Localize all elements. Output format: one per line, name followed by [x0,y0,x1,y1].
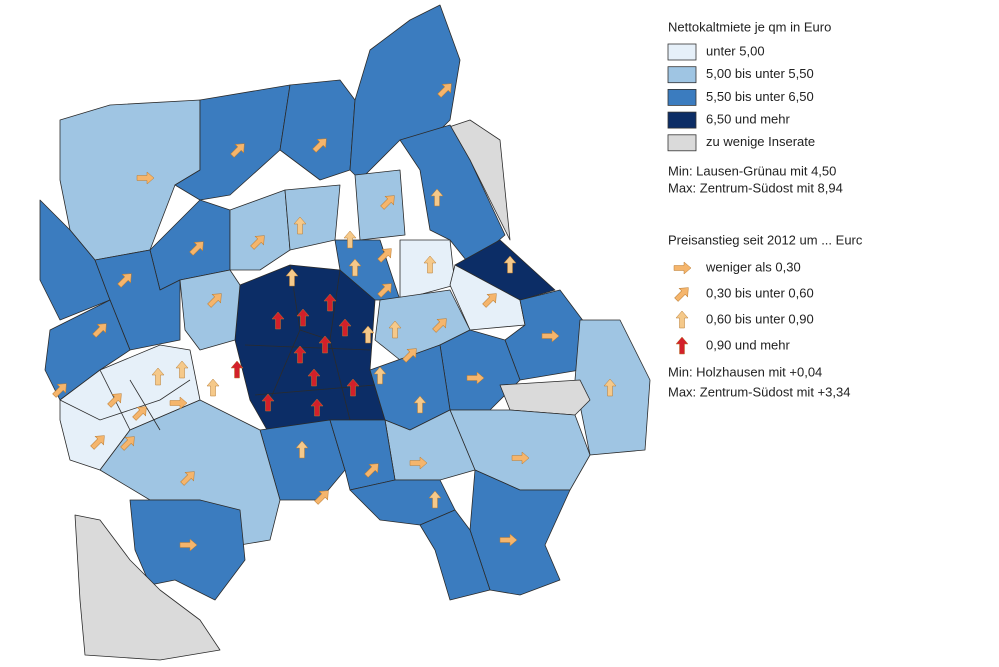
district [354,169,406,241]
legend-label: weniger als 0,30 [705,259,801,274]
district [284,184,341,251]
trend-arrow [169,396,188,410]
trend-arrow [230,360,244,379]
legend-label: 5,00 bis unter 5,50 [706,66,814,81]
legend-arrow [673,261,692,275]
district [279,79,356,181]
trend-arrow [430,188,444,207]
trend-arrow [250,235,265,250]
district [59,99,201,261]
trend-arrow [117,273,132,288]
legend-arrow [675,336,689,355]
trend-arrow [120,436,135,451]
trend-arrow [132,406,147,421]
trend-arrow [377,283,392,298]
trend-arrow [603,378,617,397]
trend-arrow [318,335,332,354]
trend-arrow [466,371,485,385]
trend-arrow [295,440,309,459]
legend-swatch [667,43,697,61]
district [129,499,246,601]
legend-title: Nettokaltmiete je qm in Euro [668,19,831,34]
trend-arrow [361,325,375,344]
district-border [129,379,161,431]
trend-arrow [136,171,155,185]
legend-label: unter 5,00 [706,43,765,58]
trend-arrow [541,329,560,343]
arrow-layer [52,83,617,552]
trend-arrow [180,471,195,486]
trend-arrow [310,398,324,417]
trend-arrow [307,368,321,387]
trend-arrow [312,138,327,153]
trend-arrow [373,366,387,385]
trend-arrow [261,393,275,412]
legend-swatch [667,66,697,84]
trend-arrow [346,378,360,397]
trend-arrow [293,216,307,235]
legend-arrow [674,287,689,302]
legend-swatch [667,111,697,129]
district-border [244,344,371,351]
trend-arrow [151,367,165,386]
trend-arrow [179,538,198,552]
district-border [59,379,191,421]
trend-arrow [189,241,204,256]
trend-arrow [175,360,189,379]
legend-min: Min: Holzhausen mit +0,04 [668,364,822,379]
trend-arrow [437,83,452,98]
district [499,379,591,416]
legend-max: Max: Zentrum-Südost mit +3,34 [668,384,850,399]
trend-arrow [388,320,402,339]
trend-arrow [338,318,352,337]
district [449,409,591,491]
legend-label: zu wenige Inserate [706,134,815,149]
trend-arrow [503,255,517,274]
trend-arrow [402,348,417,363]
trend-arrow [511,451,530,465]
trend-arrow [409,456,428,470]
legend-arrow [675,310,689,329]
trend-arrow [206,378,220,397]
trend-arrow [413,395,427,414]
legend-label: 6,50 und mehr [706,112,791,127]
trend-arrow [380,195,395,210]
legend-title: Preisanstieg seit 2012 um ... Eurc [668,232,863,247]
trend-arrow [423,255,437,274]
legend-label: 0,90 und mehr [706,337,791,352]
trend-arrow [271,311,285,330]
trend-arrow [92,323,107,338]
legend-label: 0,60 bis unter 0,90 [706,311,814,326]
trend-arrow [428,490,442,509]
legend-swatch [667,134,697,152]
legend-label: 0,30 bis unter 0,60 [706,285,814,300]
trend-arrow [364,463,379,478]
legend: Nettokaltmiete je qm in Euro Min: Lausen… [667,19,863,399]
legend-min: Min: Lausen-Grünau mit 4,50 [668,163,836,178]
trend-arrow [348,258,362,277]
trend-arrow [107,393,122,408]
district [74,514,221,661]
trend-arrow [482,293,497,308]
trend-arrow [293,345,307,364]
trend-arrow [432,318,447,333]
district [229,189,291,271]
trend-arrow [90,435,105,450]
trend-arrow [377,248,392,263]
legend-label: 5,50 bis unter 6,50 [706,89,814,104]
trend-arrow [207,293,222,308]
trend-arrow [230,143,245,158]
legend-max: Max: Zentrum-Südost mit 8,94 [668,180,843,195]
district [419,509,491,601]
trend-arrow [323,293,337,312]
trend-arrow [314,490,329,505]
trend-arrow [296,308,310,327]
trend-arrow [499,533,518,547]
trend-arrow [285,268,299,287]
trend-arrow [343,230,357,249]
district [179,269,241,351]
trend-arrow [52,383,67,398]
legend-swatch [667,89,697,106]
